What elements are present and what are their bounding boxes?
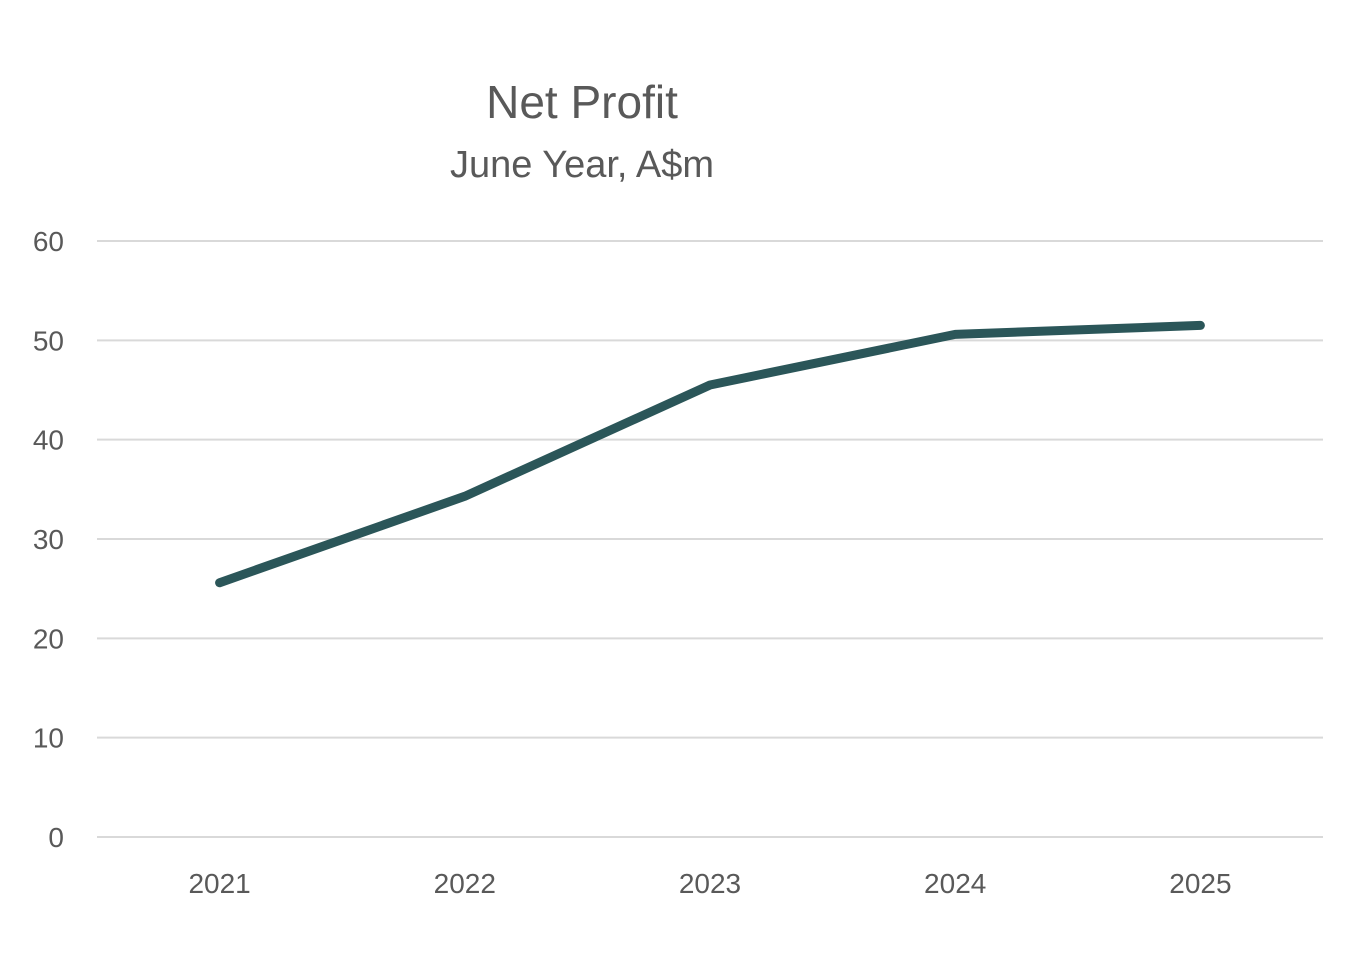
chart-title: Net Profit [486, 76, 678, 128]
x-tick-label: 2021 [188, 868, 250, 899]
x-tick-label: 2022 [434, 868, 496, 899]
x-tick-label: 2023 [679, 868, 741, 899]
series-line [215, 320, 1205, 588]
x-tick-label: 2024 [924, 868, 986, 899]
gridlines [97, 240, 1323, 838]
y-tick-label: 40 [33, 425, 64, 456]
y-tick-label: 30 [33, 524, 64, 555]
y-tick-label: 10 [33, 723, 64, 754]
series-layer [215, 320, 1205, 588]
chart-subtitle: June Year, A$m [449, 144, 715, 186]
x-axis-ticks: 2021 2022 2023 2024 2025 [188, 868, 1231, 899]
y-tick-label: 50 [33, 325, 64, 356]
x-tick-label: 2025 [1169, 868, 1231, 899]
y-tick-label: 60 [33, 226, 64, 257]
y-tick-label: 0 [48, 822, 64, 853]
y-tick-label: 20 [33, 623, 64, 654]
y-axis-ticks: 0 10 20 30 40 50 60 [33, 226, 64, 853]
